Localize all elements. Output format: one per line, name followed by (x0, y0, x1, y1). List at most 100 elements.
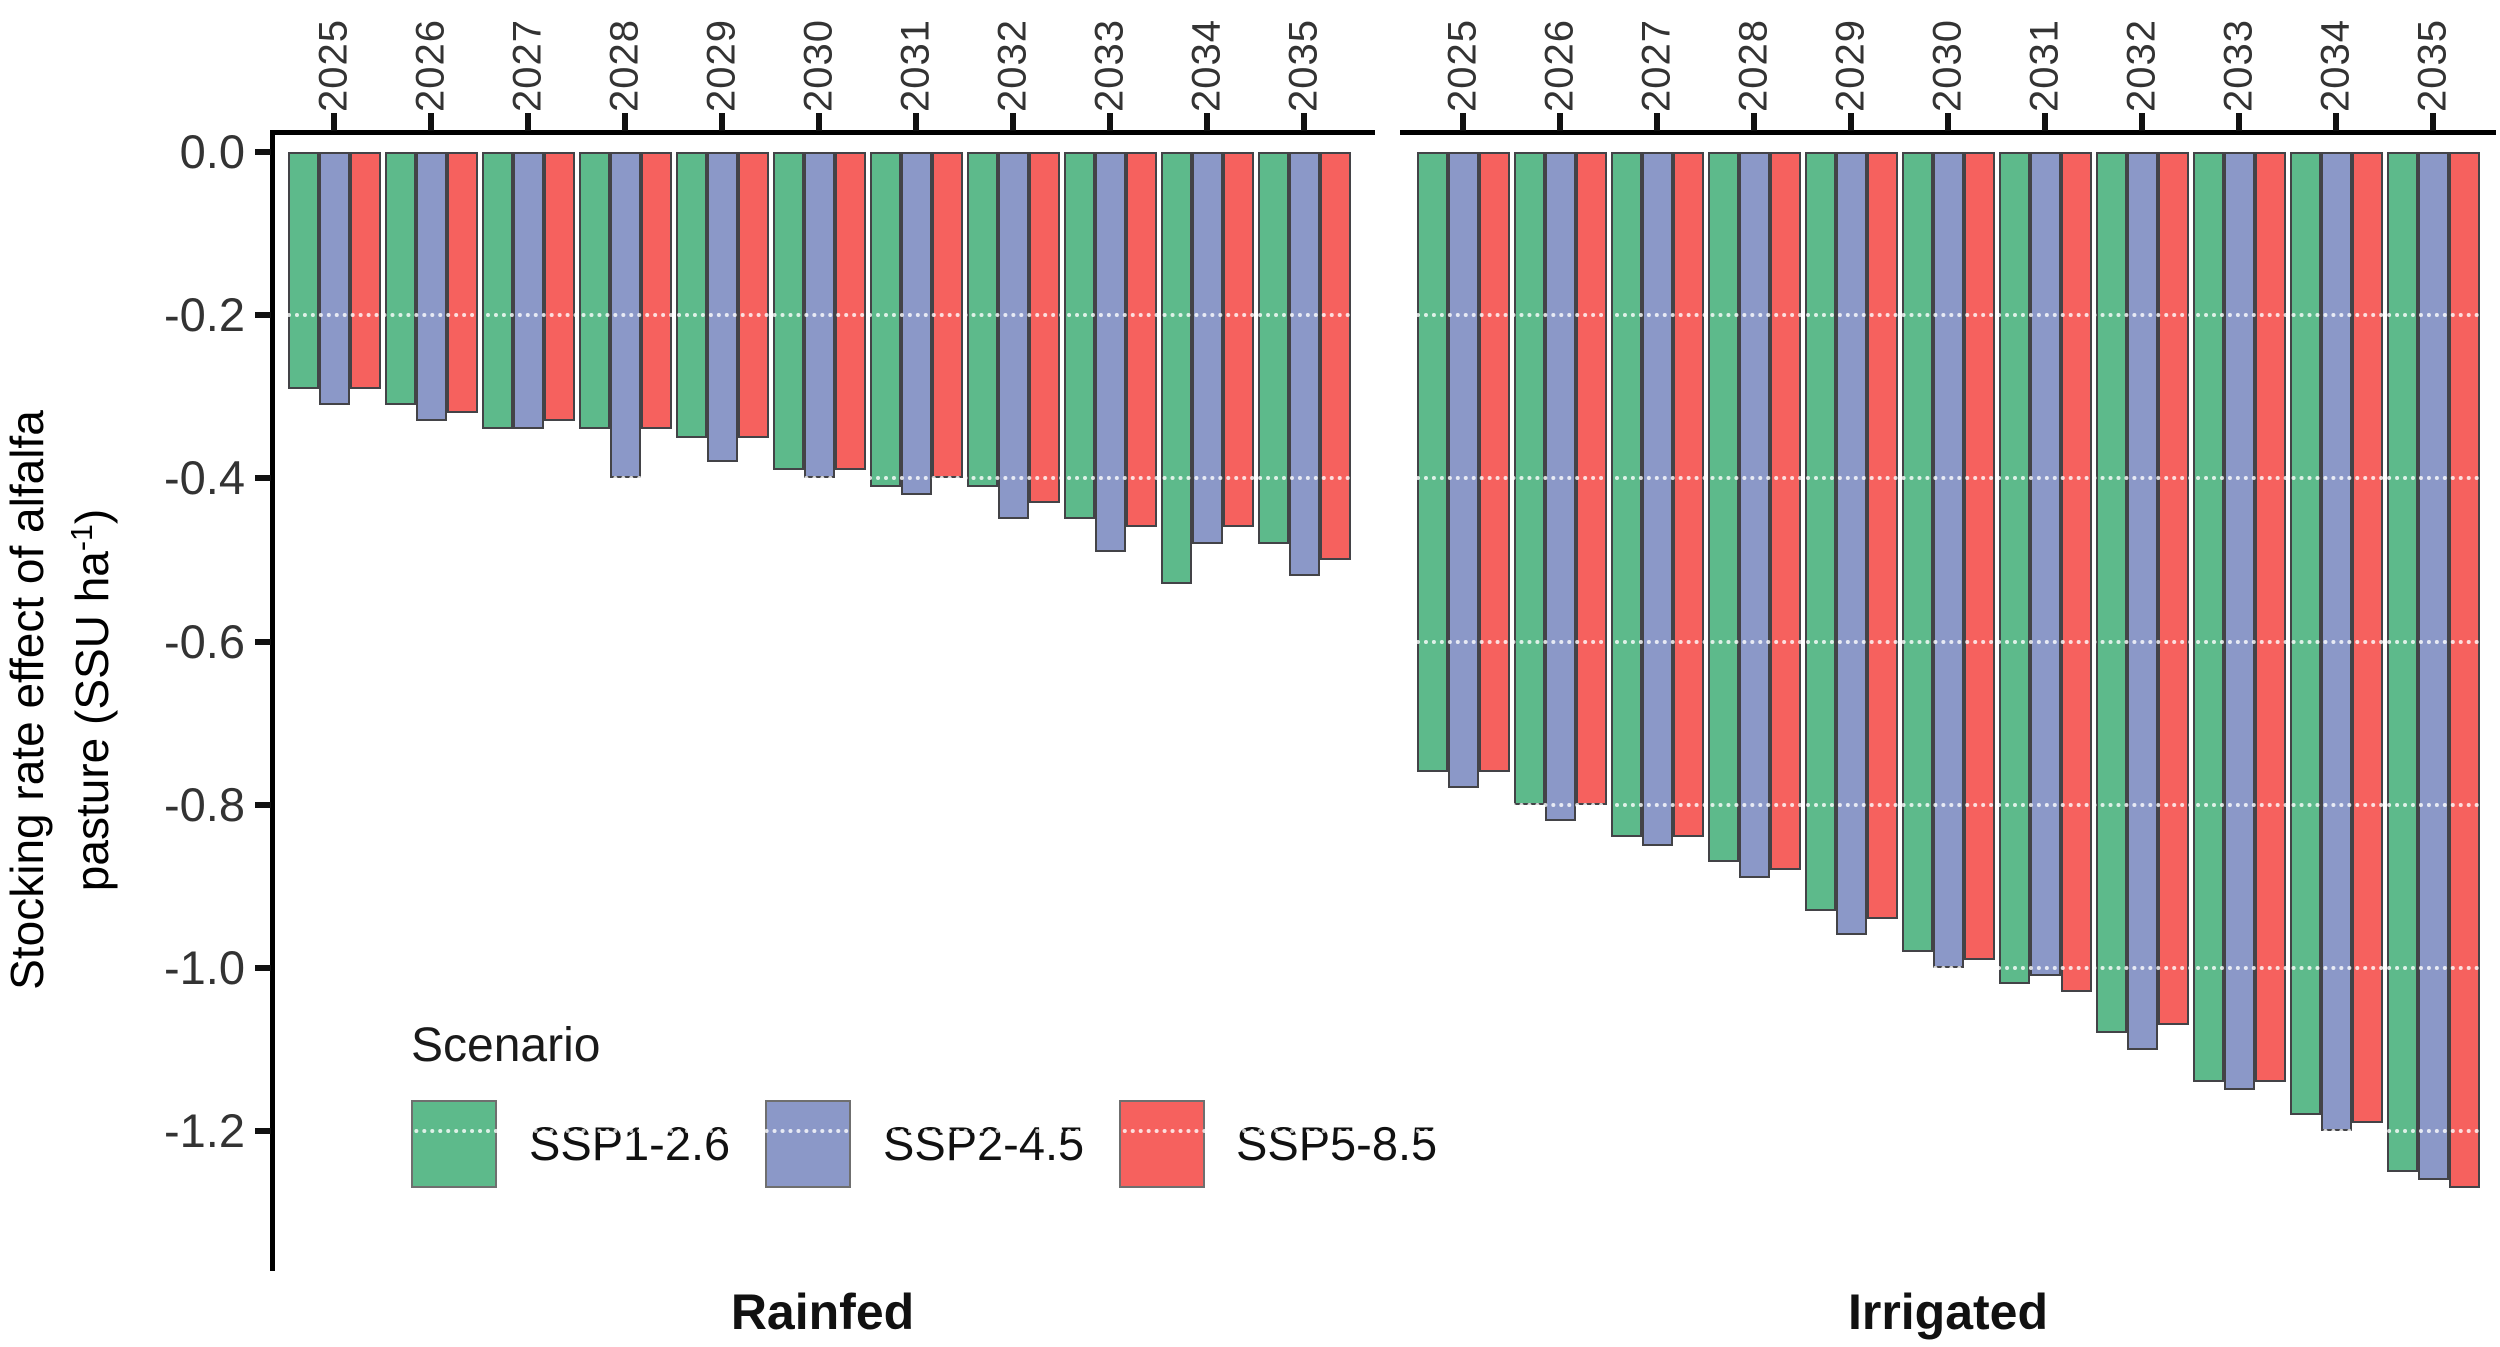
y-tick-mark (255, 149, 271, 155)
year-label: 2028 (602, 19, 647, 112)
x-tick-mark (2042, 113, 2048, 131)
year-label: 2035 (1281, 19, 1326, 112)
bar-irrigated-2028-SSP2-4.5 (1739, 152, 1770, 878)
y-tick-mark (255, 638, 271, 645)
gridline (287, 966, 1351, 970)
panel-label-rainfed: Rainfed (730, 1284, 915, 1340)
bar-rainfed-2031-SSP1-2.6 (870, 152, 901, 487)
y-tick-label: -1.2 (164, 1104, 245, 1158)
bar-rainfed-2035-SSP5-8.5 (1320, 152, 1351, 560)
panel-label-irrigated: Irrigated (1847, 1284, 2049, 1340)
year-label: 2034 (2313, 19, 2358, 112)
year-label: 2033 (2216, 19, 2261, 112)
y-tick-mark (255, 1128, 271, 1135)
year-label: 2032 (990, 19, 1035, 112)
gridline (1416, 640, 2480, 644)
y-tick-mark (255, 965, 271, 971)
x-tick-mark (913, 113, 919, 131)
bar-irrigated-2034-SSP5-8.5 (2352, 152, 2383, 1123)
legend-title: Scenario (411, 1019, 601, 1072)
bar-irrigated-2029-SSP5-8.5 (1867, 152, 1898, 919)
bar-irrigated-2025-SSP5-8.5 (1479, 152, 1510, 772)
year-label: 2030 (1925, 19, 1970, 112)
legend-label-ssp1: SSP1-2.6 (529, 1117, 731, 1170)
bar-rainfed-2034-SSP1-2.6 (1161, 152, 1192, 584)
bar-rainfed-2028-SSP5-8.5 (641, 152, 672, 429)
x-tick-mark (719, 113, 725, 131)
gridline (1416, 966, 2480, 970)
bar-rainfed-2035-SSP1-2.6 (1258, 152, 1289, 544)
bar-irrigated-2025-SSP1-2.6 (1417, 152, 1448, 772)
bar-irrigated-2032-SSP2-4.5 (2127, 152, 2158, 1050)
gridline (287, 640, 1351, 644)
x-tick-mark (2430, 113, 2436, 131)
bar-rainfed-2033-SSP1-2.6 (1064, 152, 1095, 519)
top-axis-line-rainfed (270, 130, 1375, 135)
bar-irrigated-2028-SSP1-2.6 (1708, 152, 1739, 862)
x-tick-mark (331, 113, 337, 131)
year-label: 2031 (893, 19, 938, 112)
bar-irrigated-2025-SSP2-4.5 (1448, 152, 1479, 788)
x-tick-mark (1751, 113, 1757, 131)
gridline (1416, 1129, 2480, 1133)
x-tick-mark (1107, 113, 1113, 131)
bar-irrigated-2026-SSP2-4.5 (1545, 152, 1576, 821)
bar-rainfed-2033-SSP2-4.5 (1095, 152, 1126, 552)
y-tick-mark (255, 312, 271, 319)
bar-rainfed-2025-SSP1-2.6 (288, 152, 319, 389)
bar-irrigated-2027-SSP2-4.5 (1642, 152, 1673, 846)
bar-rainfed-2028-SSP1-2.6 (579, 152, 610, 429)
bar-rainfed-2032-SSP1-2.6 (967, 152, 998, 487)
y-tick-mark (255, 801, 271, 808)
y-tick-label: -1.0 (164, 941, 245, 994)
year-label: 2033 (1087, 19, 1132, 112)
gridline (287, 476, 1351, 480)
legend-label-ssp5: SSP5-8.5 (1236, 1117, 1438, 1170)
year-label: 2031 (2022, 19, 2067, 112)
bar-irrigated-2030-SSP1-2.6 (1902, 152, 1933, 952)
bar-rainfed-2032-SSP5-8.5 (1029, 152, 1060, 503)
gridline (287, 313, 1351, 317)
y-tick-mark (255, 475, 271, 482)
year-label: 2030 (796, 19, 841, 112)
x-tick-mark (2139, 113, 2145, 131)
bar-rainfed-2033-SSP5-8.5 (1126, 152, 1157, 527)
bar-irrigated-2031-SSP5-8.5 (2061, 152, 2092, 992)
bar-rainfed-2029-SSP5-8.5 (738, 152, 769, 438)
bar-rainfed-2035-SSP2-4.5 (1289, 152, 1320, 576)
bar-irrigated-2032-SSP5-8.5 (2158, 152, 2189, 1025)
bar-rainfed-2026-SSP2-4.5 (416, 152, 447, 421)
y-tick-label: -0.8 (164, 777, 245, 831)
x-tick-mark (1301, 113, 1307, 131)
superscript-minus-one: -1 (65, 524, 99, 552)
year-label: 2026 (408, 19, 453, 112)
y-axis-line (270, 130, 275, 1271)
y-tick-label: -0.6 (164, 614, 245, 668)
bar-rainfed-2027-SSP1-2.6 (482, 152, 513, 429)
bar-irrigated-2029-SSP2-4.5 (1836, 152, 1867, 935)
year-label: 2026 (1537, 19, 1582, 112)
bar-irrigated-2027-SSP5-8.5 (1673, 152, 1704, 837)
bar-irrigated-2035-SSP5-8.5 (2449, 152, 2480, 1188)
bar-irrigated-2033-SSP5-8.5 (2255, 152, 2286, 1082)
year-label: 2034 (1184, 19, 1229, 112)
bar-rainfed-2026-SSP1-2.6 (385, 152, 416, 405)
x-tick-mark (1557, 113, 1563, 131)
bar-irrigated-2028-SSP5-8.5 (1770, 152, 1801, 870)
year-label: 2027 (1634, 19, 1679, 112)
bar-rainfed-2029-SSP1-2.6 (676, 152, 707, 438)
bar-irrigated-2030-SSP2-4.5 (1933, 152, 1964, 968)
bar-rainfed-2027-SSP2-4.5 (513, 152, 544, 429)
bar-irrigated-2034-SSP1-2.6 (2290, 152, 2321, 1115)
bar-irrigated-2035-SSP1-2.6 (2387, 152, 2418, 1172)
y-tick-label: -0.4 (164, 451, 245, 505)
year-label: 2029 (1828, 19, 1873, 112)
bar-irrigated-2033-SSP2-4.5 (2224, 152, 2255, 1090)
bar-rainfed-2029-SSP2-4.5 (707, 152, 738, 462)
y-axis-title-line1: Stocking rate effect of alfalfa (0, 410, 53, 990)
bar-irrigated-2035-SSP2-4.5 (2418, 152, 2449, 1180)
bar-irrigated-2032-SSP1-2.6 (2096, 152, 2127, 1033)
bar-irrigated-2033-SSP1-2.6 (2193, 152, 2224, 1082)
year-label: 2025 (311, 19, 356, 112)
